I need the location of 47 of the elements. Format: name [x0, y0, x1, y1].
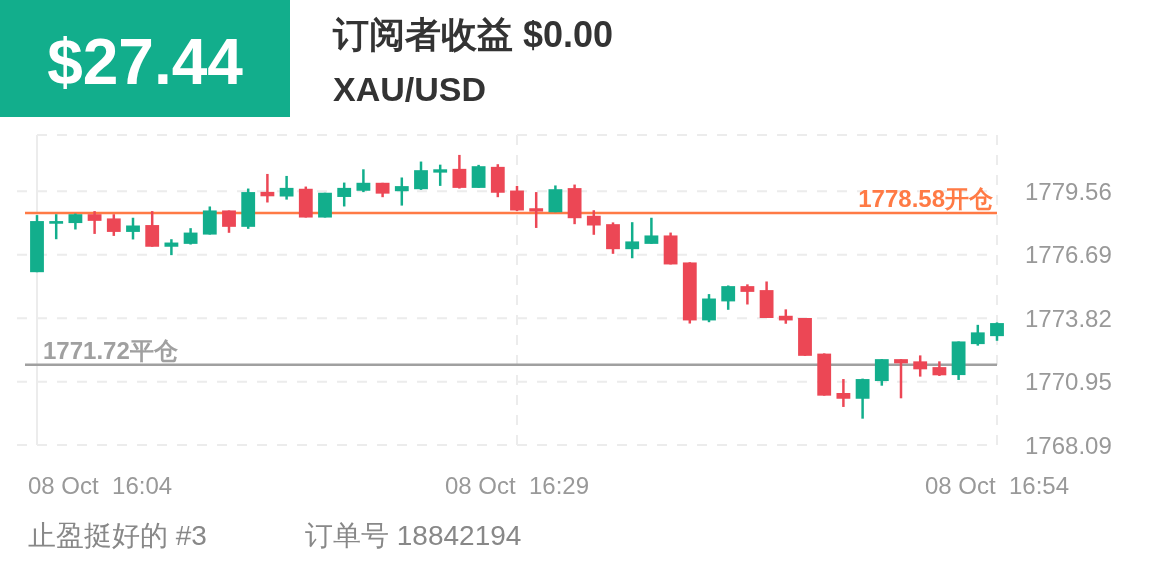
candlestick	[510, 184, 524, 213]
y-tick-label: 1770.95	[1025, 368, 1112, 396]
candlestick	[586, 208, 601, 237]
candlestick	[452, 153, 467, 190]
candlestick	[836, 377, 851, 409]
candlestick	[126, 216, 140, 241]
candlestick	[145, 209, 160, 248]
y-tick-label: 1773.82	[1025, 304, 1112, 332]
ref-line-label: 1778.58开仓	[858, 184, 994, 212]
candlestick	[894, 357, 908, 400]
candlestick	[548, 184, 563, 214]
x-tick-label: 08 Oct 16:04	[28, 472, 173, 499]
candlestick	[87, 209, 102, 236]
y-tick-label: 1779.56	[1025, 177, 1112, 205]
candlestick	[625, 220, 640, 260]
y-tick-label: 1768.09	[1025, 431, 1112, 459]
candlestick	[644, 216, 659, 246]
candlestick	[49, 212, 64, 241]
candlestick	[471, 163, 486, 190]
candlestick	[702, 292, 716, 324]
candlestick	[855, 377, 870, 420]
candlestick	[164, 237, 179, 257]
y-tick-label: 1776.69	[1025, 241, 1112, 269]
chart-subtitle: XAU/USD	[333, 70, 487, 108]
text: 止盈挺好的 #3	[28, 520, 207, 551]
candlestick	[721, 284, 736, 312]
candlestick	[260, 172, 275, 204]
candlestick	[356, 168, 371, 194]
x-tick-label: 08 Oct 16:54	[924, 472, 1070, 499]
ref-line-label: 1771.72平仓	[43, 336, 179, 364]
candlestick	[529, 190, 544, 230]
candlestick	[874, 357, 889, 387]
candlestick	[337, 181, 352, 208]
candlestick	[106, 212, 121, 238]
candlestick	[394, 176, 409, 207]
candlestick	[433, 163, 448, 188]
candlestick	[414, 160, 428, 192]
candlestick	[990, 321, 1004, 343]
candlestick	[913, 354, 928, 378]
x-tick-label: 08 Oct 16:29	[444, 472, 590, 499]
candlestick	[279, 174, 294, 201]
chart-title: 订阅者收益 $0.00	[332, 14, 614, 55]
candlestick	[970, 323, 985, 347]
badge: $27.44	[0, 0, 290, 117]
candlestick	[222, 209, 236, 235]
candlestick	[740, 283, 755, 306]
text: 订单号 18842194	[305, 520, 522, 551]
